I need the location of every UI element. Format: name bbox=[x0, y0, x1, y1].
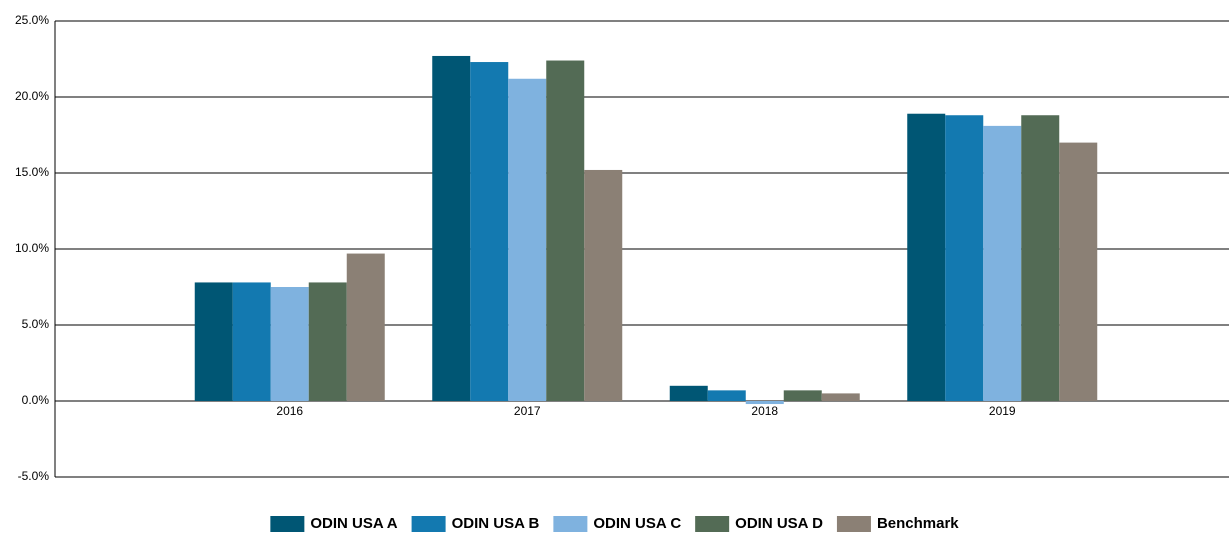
y-tick-label: 10.0% bbox=[15, 241, 49, 255]
bar bbox=[508, 78, 547, 401]
bar bbox=[983, 125, 1022, 401]
legend-label: ODIN USA D bbox=[735, 515, 823, 532]
bar bbox=[194, 282, 233, 401]
bar bbox=[945, 115, 984, 402]
legend-label: Benchmark bbox=[877, 515, 959, 532]
y-tick-label: 25.0% bbox=[15, 13, 49, 27]
x-tick-label: 2018 bbox=[751, 404, 778, 418]
bar bbox=[707, 390, 746, 401]
bar bbox=[470, 62, 509, 401]
bar bbox=[1021, 115, 1060, 402]
bar bbox=[308, 282, 347, 401]
bar bbox=[232, 282, 271, 401]
legend-swatch bbox=[695, 516, 730, 532]
x-tick-label: 2017 bbox=[514, 404, 541, 418]
bar bbox=[669, 385, 708, 401]
legend-label: ODIN USA C bbox=[593, 515, 681, 532]
bar bbox=[270, 287, 309, 401]
x-tick-label: 2019 bbox=[989, 404, 1016, 418]
bar bbox=[1059, 142, 1098, 401]
bar bbox=[821, 393, 860, 401]
bar bbox=[346, 253, 385, 401]
legend-swatch bbox=[411, 516, 446, 532]
legend-label: ODIN USA A bbox=[310, 515, 397, 532]
bar bbox=[783, 390, 822, 401]
legend: ODIN USA A ODIN USA B ODIN USA C ODIN USA D… bbox=[270, 515, 959, 532]
y-tick-label: -5.0% bbox=[18, 469, 50, 483]
bar bbox=[745, 401, 784, 405]
bar bbox=[432, 55, 471, 402]
y-tick-label: 0.0% bbox=[22, 393, 50, 407]
bar bbox=[546, 60, 585, 402]
legend-swatch bbox=[553, 516, 588, 532]
legend-label: ODIN USA B bbox=[452, 515, 540, 532]
legend-swatch bbox=[270, 516, 305, 532]
bar bbox=[584, 169, 623, 401]
y-tick-label: 20.0% bbox=[15, 89, 49, 103]
x-tick-label: 2016 bbox=[276, 404, 303, 418]
bar bbox=[907, 113, 946, 401]
y-tick-label: 15.0% bbox=[15, 165, 49, 179]
y-tick-label: 5.0% bbox=[22, 317, 50, 331]
legend-swatch bbox=[836, 516, 871, 532]
